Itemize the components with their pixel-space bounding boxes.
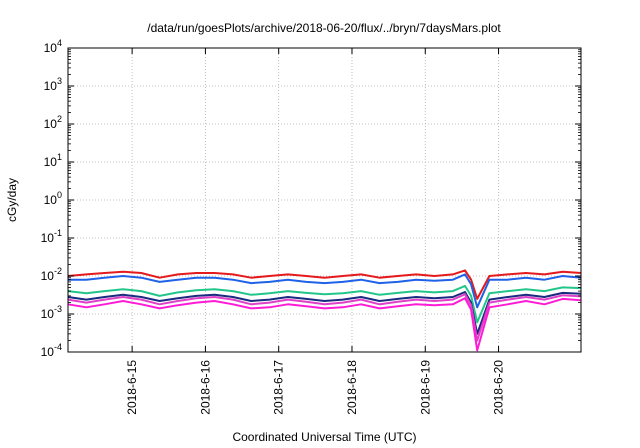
y-tick-label: 101 [44,152,62,169]
x-tick-label: 2018-6-20 [492,360,506,415]
y-tick-label: 10-4 [41,342,62,359]
x-tick-label: 2018-6-15 [125,360,139,415]
y-tick-label: 10-1 [41,228,62,245]
x-tick-label: 2018-6-17 [272,360,286,415]
y-tick-label: 102 [44,114,62,131]
y-axis-label: cGy/day [5,178,19,222]
y-tick-label: 104 [44,38,62,55]
x-axis-label: Coordinated Universal Time (UTC) [232,430,416,444]
grid [68,48,581,352]
y-axis-ticks: 10-4 10-3 10-2 10-1 100 101 102 103 104 [41,38,581,359]
series-line [67,291,582,335]
y-tick-label: 100 [44,190,62,207]
y-tick-label: 10-2 [41,266,62,283]
series-line [67,293,582,342]
plot-frame [67,47,582,353]
chart-title: /data/run/goesPlots/archive/2018-06-20/f… [147,21,501,35]
series-line [68,273,582,309]
x-tick-label: 2018-6-18 [345,360,359,415]
y-tick-label: 103 [44,76,62,93]
series-line [67,284,582,324]
y-tick-label: 10-3 [41,304,62,321]
series-line [67,269,582,300]
series-group [67,269,582,352]
x-tick-label: 2018-6-19 [418,360,432,415]
series-line [67,297,582,352]
x-tick-label: 2018-6-16 [198,360,212,415]
x-axis-ticks: 2018-6-15 2018-6-16 2018-6-17 2018-6-18 2018… [125,48,506,415]
